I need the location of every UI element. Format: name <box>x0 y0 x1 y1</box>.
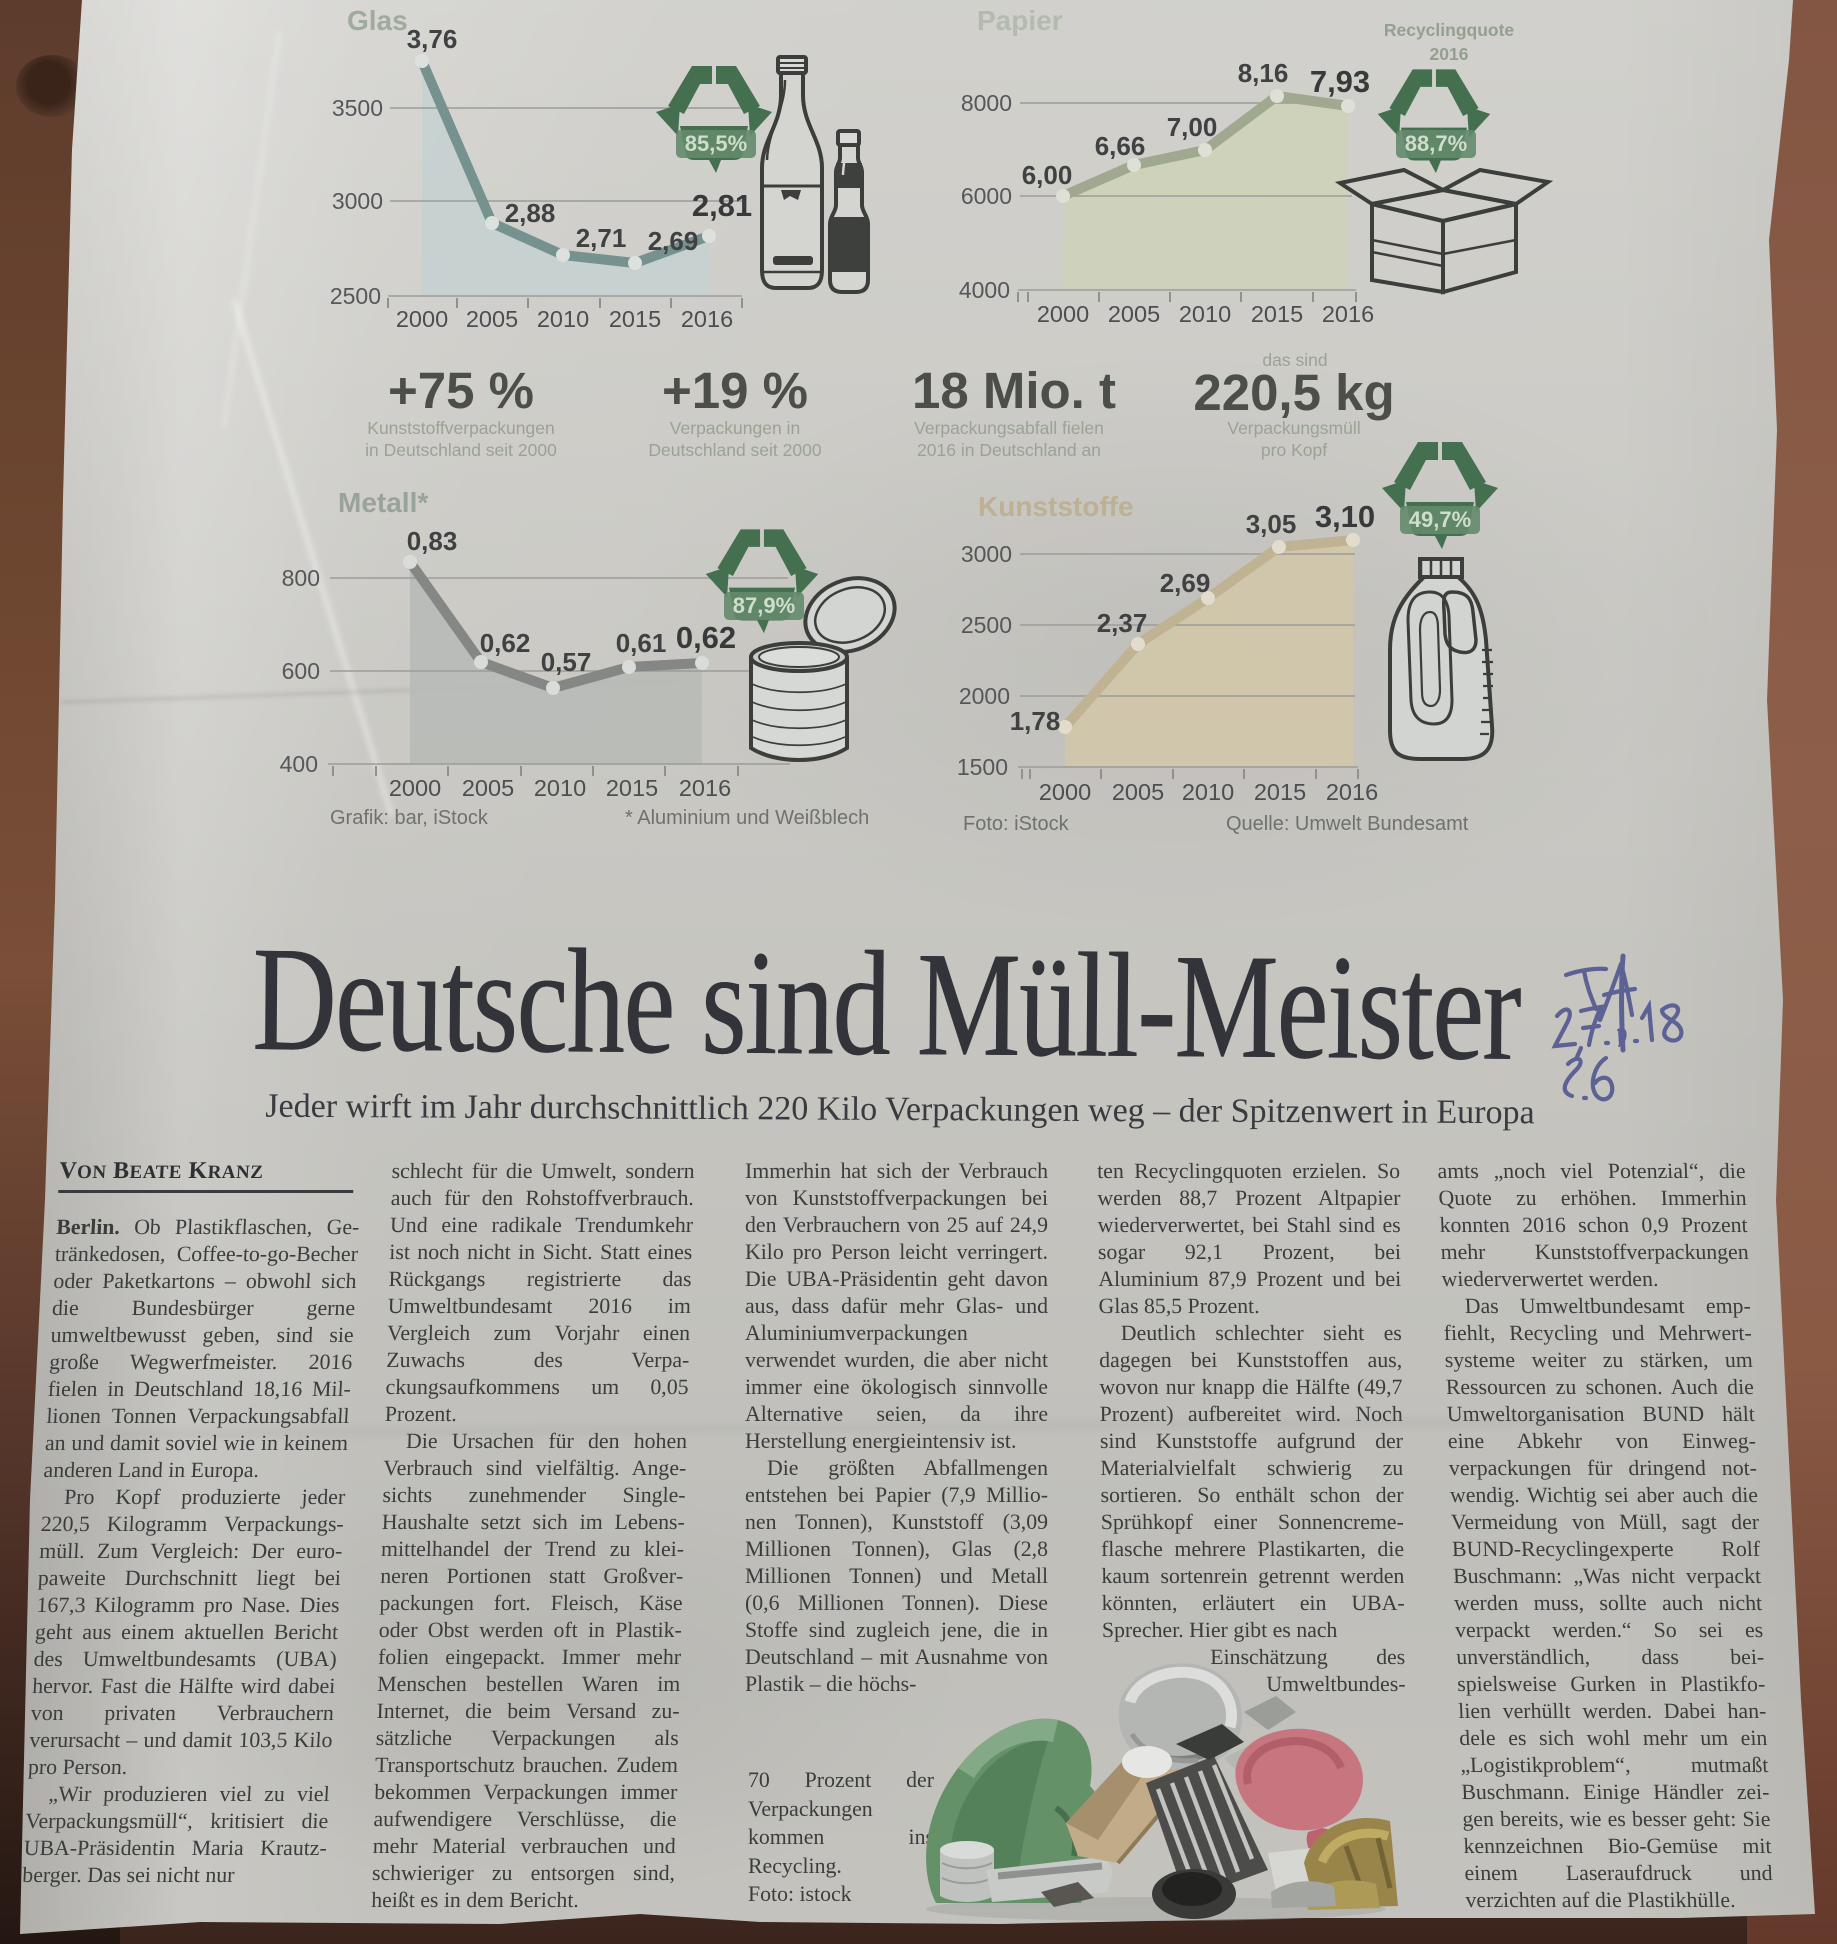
svg-text:3500: 3500 <box>332 95 383 121</box>
svg-text:2000: 2000 <box>396 306 448 332</box>
svg-text:0,57: 0,57 <box>541 647 592 677</box>
svg-text:Kunststoffe: Kunststoffe <box>978 491 1134 522</box>
svg-text:0,61: 0,61 <box>616 628 667 658</box>
svg-text:2016: 2016 <box>1430 44 1469 64</box>
svg-text:0,83: 0,83 <box>407 526 458 556</box>
svg-text:Verpackungsabfall fielen: Verpackungsabfall fielen <box>914 418 1104 438</box>
svg-text:2500: 2500 <box>961 612 1012 638</box>
svg-text:0,62: 0,62 <box>676 620 736 655</box>
svg-text:8000: 8000 <box>961 90 1012 116</box>
svg-text:6000: 6000 <box>961 183 1012 209</box>
svg-text:2015: 2015 <box>1251 301 1303 327</box>
svg-text:2016: 2016 <box>1322 301 1374 327</box>
svg-text:Kunststoffverpackungen: Kunststoffverpackungen <box>367 418 554 438</box>
svg-text:2000: 2000 <box>389 775 441 801</box>
svg-text:2005: 2005 <box>462 775 514 801</box>
svg-text:87,9%: 87,9% <box>733 593 795 618</box>
svg-text:220,5 kg: 220,5 kg <box>1193 364 1394 421</box>
svg-text:2010: 2010 <box>1182 779 1234 805</box>
svg-text:3,76: 3,76 <box>407 24 458 54</box>
svg-text:Papier: Papier <box>977 5 1063 36</box>
svg-text:2005: 2005 <box>1108 301 1160 327</box>
svg-text:2015: 2015 <box>1254 779 1306 805</box>
svg-text:2000: 2000 <box>1039 779 1091 805</box>
svg-text:* Aluminium und Weißblech: * Aluminium und Weißblech <box>625 807 869 829</box>
svg-text:Glas: Glas <box>347 5 408 36</box>
svg-text:2000: 2000 <box>959 683 1010 709</box>
svg-text:2016: 2016 <box>681 306 733 332</box>
svg-text:2500: 2500 <box>330 283 381 309</box>
svg-text:Quelle: Umwelt Bundesamt: Quelle: Umwelt Bundesamt <box>1226 813 1469 835</box>
svg-text:7,93: 7,93 <box>1310 64 1370 99</box>
svg-text:6,66: 6,66 <box>1095 131 1146 161</box>
svg-text:800: 800 <box>282 565 320 591</box>
svg-text:Recyclingquote: Recyclingquote <box>1384 20 1515 40</box>
svg-text:2,37: 2,37 <box>1097 608 1148 638</box>
svg-text:2,69: 2,69 <box>1160 568 1211 598</box>
svg-text:Deutschland seit 2000: Deutschland seit 2000 <box>648 440 821 460</box>
svg-text:88,7%: 88,7% <box>1405 131 1467 156</box>
svg-text:600: 600 <box>282 658 320 684</box>
svg-text:Foto: iStock: Foto: iStock <box>963 813 1070 835</box>
svg-text:2010: 2010 <box>537 306 589 332</box>
svg-text:4000: 4000 <box>959 277 1010 303</box>
svg-text:pro Kopf: pro Kopf <box>1261 440 1327 460</box>
svg-text:2005: 2005 <box>466 306 518 332</box>
svg-text:1,78: 1,78 <box>1010 706 1061 736</box>
svg-text:6,00: 6,00 <box>1022 160 1073 190</box>
svg-text:Grafik: bar, iStock: Grafik: bar, iStock <box>330 807 489 829</box>
svg-text:7,00: 7,00 <box>1167 112 1218 142</box>
svg-text:in Deutschland seit 2000: in Deutschland seit 2000 <box>365 440 557 460</box>
svg-text:2015: 2015 <box>609 306 661 332</box>
svg-text:2,71: 2,71 <box>576 223 627 253</box>
svg-text:400: 400 <box>280 751 318 777</box>
svg-text:2,81: 2,81 <box>692 188 752 223</box>
svg-text:+75 %: +75 % <box>388 362 534 419</box>
svg-text:2010: 2010 <box>534 775 586 801</box>
svg-text:3000: 3000 <box>332 188 383 214</box>
svg-text:2,88: 2,88 <box>505 198 556 228</box>
svg-text:2,69: 2,69 <box>648 226 699 256</box>
svg-text:2000: 2000 <box>1037 301 1089 327</box>
svg-text:2016: 2016 <box>679 775 731 801</box>
svg-text:2015: 2015 <box>606 775 658 801</box>
svg-text:2016: 2016 <box>1326 779 1378 805</box>
svg-text:1500: 1500 <box>957 754 1008 780</box>
svg-text:18 Mio. t: 18 Mio. t <box>912 362 1116 419</box>
svg-text:0,62: 0,62 <box>480 628 531 658</box>
svg-text:2016 in Deutschland an: 2016 in Deutschland an <box>917 440 1101 460</box>
svg-text:das sind: das sind <box>1262 350 1327 370</box>
svg-text:Verpackungsmüll: Verpackungsmüll <box>1227 418 1360 438</box>
svg-text:8,16: 8,16 <box>1238 58 1289 88</box>
svg-text:3,10: 3,10 <box>1315 499 1375 534</box>
svg-text:Metall*: Metall* <box>338 487 428 518</box>
svg-text:2010: 2010 <box>1179 301 1231 327</box>
svg-text:85,5%: 85,5% <box>685 131 747 156</box>
svg-text:3,05: 3,05 <box>1246 509 1297 539</box>
svg-text:2005: 2005 <box>1112 779 1164 805</box>
svg-text:3000: 3000 <box>961 541 1012 567</box>
svg-text:49,7%: 49,7% <box>1409 507 1471 532</box>
svg-text:+19 %: +19 % <box>662 362 808 419</box>
svg-text:Verpackungen in: Verpackungen in <box>670 418 800 438</box>
